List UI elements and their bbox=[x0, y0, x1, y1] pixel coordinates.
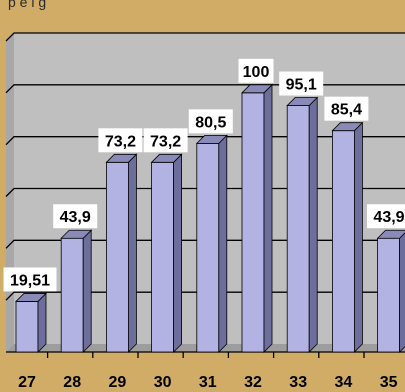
bar-face bbox=[60, 237, 84, 353]
bar bbox=[150, 153, 183, 353]
data-label: 43,9 bbox=[367, 204, 405, 229]
data-label-box bbox=[324, 96, 369, 121]
bar-side bbox=[263, 83, 273, 353]
data-label-text: 73,2 bbox=[150, 133, 181, 150]
data-label: 85,4 bbox=[324, 96, 369, 121]
data-label-text: 43,9 bbox=[60, 209, 91, 226]
data-label: 100 bbox=[238, 58, 274, 83]
gridline bbox=[5, 84, 405, 94]
x-tick-label: 32 bbox=[244, 374, 262, 391]
bar bbox=[331, 121, 364, 353]
bar-side bbox=[82, 229, 92, 353]
bar bbox=[286, 96, 319, 353]
data-label-box bbox=[188, 109, 233, 134]
x-tick-label: 33 bbox=[289, 374, 307, 391]
data-label-box bbox=[143, 128, 188, 153]
bar-top bbox=[15, 293, 47, 302]
data-label-box bbox=[3, 267, 57, 292]
bar-top bbox=[376, 229, 405, 239]
bar-top bbox=[60, 229, 93, 239]
data-label: 73,2 bbox=[143, 128, 188, 153]
x-tick-label: 35 bbox=[380, 374, 398, 391]
bars bbox=[15, 83, 405, 353]
bar bbox=[376, 229, 405, 353]
data-label-box bbox=[53, 204, 98, 229]
bar-side bbox=[37, 292, 47, 353]
bar-top bbox=[195, 134, 228, 144]
bar-face bbox=[377, 237, 401, 353]
bar bbox=[195, 134, 228, 353]
bar-side bbox=[173, 153, 183, 353]
bar-side bbox=[308, 96, 318, 353]
data-labels: 19,51 43,9 73,2 73,2 80,5 100 95,1 85,4 43,9 bbox=[3, 58, 405, 292]
data-label-text: 85,4 bbox=[331, 102, 362, 119]
bar-side bbox=[218, 134, 228, 353]
bar-face bbox=[331, 130, 355, 353]
bar-face bbox=[106, 161, 129, 353]
bar bbox=[241, 83, 273, 353]
x-tick-label: 29 bbox=[109, 374, 127, 391]
data-label-box bbox=[279, 71, 324, 96]
bar bbox=[105, 153, 138, 353]
bar-top bbox=[241, 84, 273, 94]
bar-face bbox=[196, 142, 220, 353]
data-label-text: 19,51 bbox=[10, 272, 50, 289]
data-label-box bbox=[98, 128, 143, 153]
bar-face bbox=[286, 105, 310, 353]
x-tick-label: 31 bbox=[199, 374, 217, 391]
gridline bbox=[5, 291, 405, 301]
bar-side bbox=[127, 153, 137, 353]
bar-top bbox=[331, 122, 364, 132]
bar-top bbox=[286, 97, 319, 106]
data-label: 73,2 bbox=[98, 128, 143, 153]
bar-face bbox=[15, 301, 39, 353]
bar-top bbox=[105, 153, 138, 163]
data-label-text: 73,2 bbox=[105, 133, 136, 150]
data-label: 43,9 bbox=[53, 204, 98, 229]
gridline bbox=[5, 239, 405, 249]
x-tick-label: 30 bbox=[154, 374, 172, 391]
bar-face bbox=[151, 161, 175, 353]
x-axis-ticks: 27 28 29 30 31 32 33 34 35 bbox=[18, 352, 398, 391]
bar bbox=[60, 229, 93, 353]
gridline bbox=[5, 136, 405, 146]
gridline bbox=[5, 187, 405, 197]
data-label-text: 100 bbox=[243, 64, 270, 81]
bar bbox=[15, 292, 47, 353]
x-tick-label: 34 bbox=[335, 374, 353, 391]
bar-top bbox=[150, 153, 183, 163]
x-tick-label: 27 bbox=[18, 374, 36, 391]
data-label-text: 43,9 bbox=[373, 209, 404, 226]
data-label: 80,5 bbox=[188, 109, 233, 134]
data-label-text: 95,1 bbox=[286, 77, 317, 94]
data-label: 95,1 bbox=[279, 71, 324, 96]
gridline bbox=[5, 32, 405, 42]
bar-face bbox=[241, 92, 265, 353]
bar-side bbox=[399, 232, 405, 353]
chart-caption: p e l g bbox=[8, 0, 47, 10]
x-tick-label: 28 bbox=[63, 374, 81, 391]
data-label-text: 80,5 bbox=[195, 114, 226, 131]
bar-side bbox=[353, 121, 363, 353]
data-label-box bbox=[367, 204, 405, 229]
data-label: 19,51 bbox=[3, 267, 57, 292]
data-label-box bbox=[238, 58, 274, 83]
